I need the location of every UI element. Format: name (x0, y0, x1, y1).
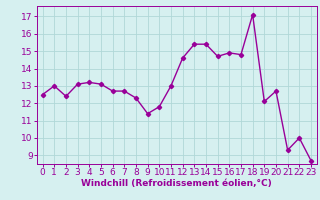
X-axis label: Windchill (Refroidissement éolien,°C): Windchill (Refroidissement éolien,°C) (81, 179, 272, 188)
